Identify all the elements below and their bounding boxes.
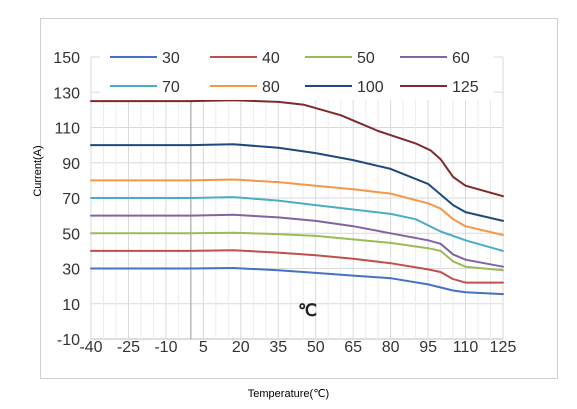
x-tick-label: 125 bbox=[490, 339, 517, 356]
x-tick-label: 110 bbox=[453, 339, 479, 356]
legend-label-30: 30 bbox=[162, 50, 180, 67]
y-tick-label: 150 bbox=[53, 50, 80, 67]
x-axis-label: Temperature(℃) bbox=[247, 388, 330, 400]
series-line-50 bbox=[90, 231, 504, 272]
x-tick-label: 20 bbox=[232, 339, 250, 356]
y-axis-label: Current(A) bbox=[32, 145, 44, 197]
legend-background bbox=[100, 46, 494, 100]
series-line-80 bbox=[90, 178, 504, 236]
axis-ticks: -10 10 30 50 70 90 110 130 150 -40 -25 -10 5 20 35 50 65… bbox=[53, 50, 516, 356]
legend-label-70: 70 bbox=[162, 79, 180, 96]
y-tick-label: 70 bbox=[62, 191, 80, 208]
x-tick-label: 95 bbox=[419, 339, 437, 356]
x-tick-label: 65 bbox=[344, 339, 362, 356]
series-line-30 bbox=[90, 267, 504, 296]
y-tick-label: 130 bbox=[53, 85, 80, 102]
y-tick-label: 90 bbox=[62, 156, 80, 173]
x-tick-label: -25 bbox=[117, 339, 140, 356]
unit-annotation: ℃ bbox=[298, 301, 318, 320]
x-tick-label: -40 bbox=[79, 339, 102, 356]
x-tick-label: 5 bbox=[199, 339, 208, 356]
series-line-40 bbox=[90, 249, 504, 284]
y-tick-label: -10 bbox=[57, 332, 80, 349]
y-tick-label: 50 bbox=[62, 226, 80, 243]
x-tick-label: 35 bbox=[269, 339, 287, 356]
chart-frame bbox=[40, 18, 558, 379]
y-tick-label: 110 bbox=[54, 121, 80, 138]
series-line-60 bbox=[90, 213, 504, 268]
x-tick-label: 80 bbox=[382, 339, 400, 356]
series-line-100 bbox=[90, 143, 504, 222]
y-tick-label: 10 bbox=[62, 297, 80, 314]
legend-label-80: 80 bbox=[262, 79, 280, 96]
series-line-70 bbox=[90, 196, 504, 252]
legend-label-50: 50 bbox=[357, 50, 375, 67]
legend-label-125: 125 bbox=[452, 79, 479, 96]
legend-label-40: 40 bbox=[262, 50, 280, 67]
x-tick-label: -10 bbox=[154, 339, 177, 356]
y-tick-label: 30 bbox=[62, 262, 80, 279]
series-line-125 bbox=[90, 99, 504, 198]
legend: 30 40 50 60 70 80 100 125 bbox=[100, 46, 494, 100]
legend-label-100: 100 bbox=[357, 79, 384, 96]
x-tick-label: 50 bbox=[307, 339, 325, 356]
series-layer bbox=[90, 99, 504, 296]
legend-label-60: 60 bbox=[452, 50, 470, 67]
